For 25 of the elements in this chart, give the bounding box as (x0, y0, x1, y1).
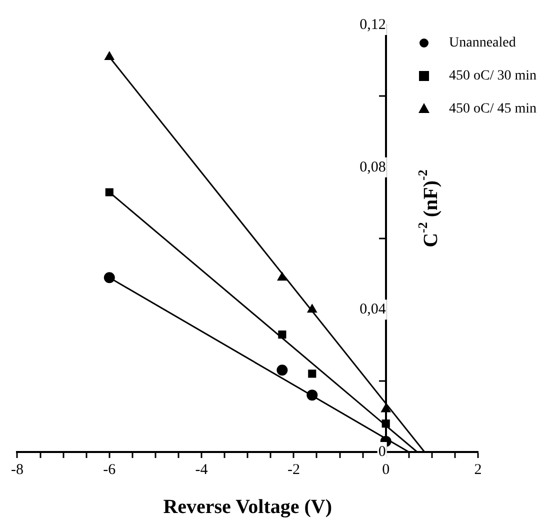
point (277, 272, 288, 281)
y-axis-title: C-2 (nF)-2 (415, 170, 442, 248)
point (276, 364, 288, 376)
x-tick-label: -4 (195, 462, 208, 478)
y-tick-label: 0,04 (360, 302, 386, 318)
legend-label: 450 oC/ 30 min (449, 68, 537, 84)
point (278, 330, 286, 339)
point (307, 304, 317, 313)
x-tick-label: -6 (103, 462, 116, 478)
point (104, 272, 115, 284)
x-tick-label: -2 (287, 462, 300, 478)
x-tick-label: 2 (474, 462, 482, 478)
y-tick-label: 0 (378, 444, 386, 460)
legend-label: 450 oC/ 45 min (449, 102, 537, 117)
point (105, 188, 114, 196)
point (382, 420, 390, 428)
point (306, 390, 318, 401)
legend-label: Unannealed (449, 36, 516, 51)
point (308, 370, 316, 378)
point (104, 52, 114, 60)
point (381, 404, 391, 412)
y-tick-label: 0,08 (360, 159, 386, 176)
x-tick-label: -8 (11, 462, 24, 478)
x-axis-title: Reverse Voltage (V) (163, 496, 332, 518)
y-tick-label: 0,12 (360, 16, 386, 33)
